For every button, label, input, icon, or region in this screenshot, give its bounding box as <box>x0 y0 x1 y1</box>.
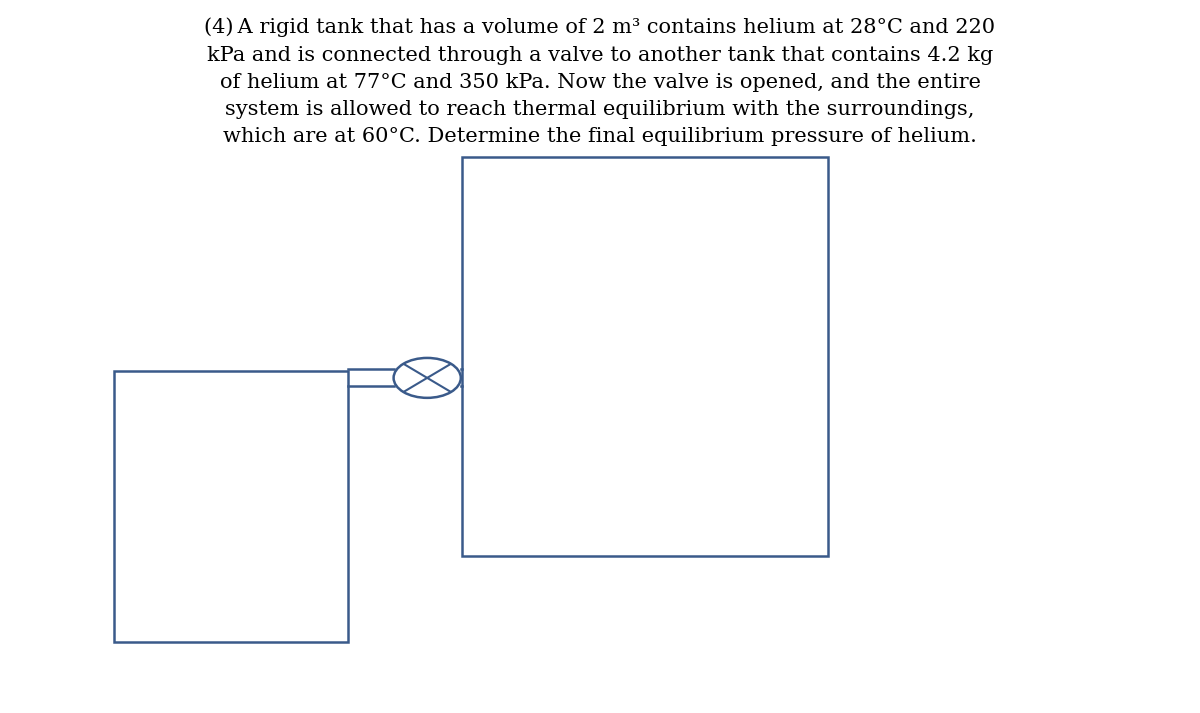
Bar <box>462 157 828 556</box>
Circle shape <box>394 358 461 398</box>
Text: (4) A rigid tank that has a volume of 2 m³ contains helium at 28°C and 220
kPa a: (4) A rigid tank that has a volume of 2 … <box>204 18 996 146</box>
Bar <box>114 371 348 642</box>
